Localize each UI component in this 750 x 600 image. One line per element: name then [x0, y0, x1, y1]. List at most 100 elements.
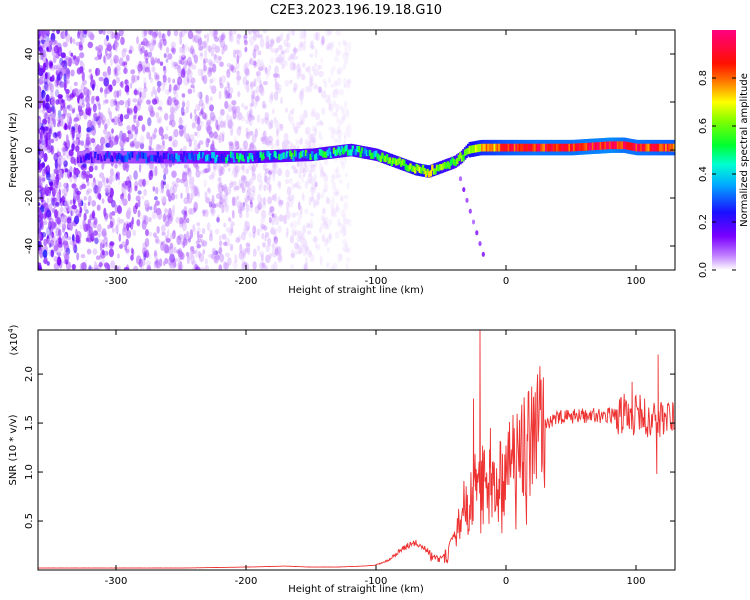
noise-speckle [154, 251, 158, 260]
noise-speckle [345, 57, 349, 65]
noise-speckle [270, 264, 275, 270]
noise-speckle [301, 192, 305, 201]
ridge-cell [604, 141, 607, 150]
noise-speckle [197, 68, 203, 77]
noise-speckle [244, 247, 248, 253]
noise-speckle [76, 190, 82, 195]
noise-speckle [161, 231, 166, 236]
noise-speckle [336, 49, 342, 56]
noise-speckle [331, 181, 337, 191]
noise-speckle [221, 48, 225, 55]
noise-speckle [270, 41, 274, 48]
noise-speckle [332, 89, 335, 99]
noise-speckle [344, 42, 348, 53]
noise-speckle [116, 216, 121, 226]
noise-speckle [115, 65, 121, 72]
noise-speckle [260, 58, 264, 68]
noise-speckle [227, 257, 232, 266]
noise-speckle [114, 58, 120, 66]
noise-speckle [87, 41, 94, 49]
noise-speckle [204, 49, 208, 58]
noise-speckle [58, 71, 63, 80]
noise-speckle [67, 222, 72, 229]
noise-speckle [232, 109, 237, 120]
ridge-cell [195, 155, 198, 162]
noise-speckle [199, 52, 204, 57]
noise-speckle [335, 111, 338, 118]
noise-speckle [334, 130, 338, 136]
noise-speckle [213, 30, 218, 39]
ridge-cell [392, 157, 395, 164]
noise-speckle [39, 186, 44, 192]
noise-speckle [65, 67, 71, 78]
noise-speckle [259, 62, 265, 68]
ridge-cell [506, 143, 509, 152]
ridge-cell [220, 153, 223, 160]
noise-speckle [111, 118, 115, 123]
noise-speckle [243, 34, 248, 43]
noise-speckle [65, 134, 69, 144]
ridge-cell [331, 150, 334, 157]
noise-speckle [152, 186, 156, 192]
noise-speckle [150, 77, 153, 84]
noise-speckle [313, 162, 318, 168]
ridge-cell [442, 163, 445, 170]
noise-speckle [99, 242, 103, 252]
noise-speckle [270, 56, 274, 65]
noise-speckle [266, 182, 271, 191]
noise-speckle [58, 64, 62, 73]
ridge-cell [141, 151, 144, 159]
noise-speckle [249, 57, 253, 63]
trail-speckle [478, 241, 482, 247]
ridge-cell [239, 153, 242, 160]
noise-speckle [278, 251, 282, 261]
ridge-cell [223, 152, 226, 159]
noise-speckle [186, 100, 190, 109]
noise-speckle [195, 240, 200, 245]
ridge-cell [669, 143, 673, 152]
noise-speckle [185, 59, 189, 66]
noise-speckle [249, 83, 254, 90]
y-tick-label: 20 [24, 96, 35, 109]
noise-speckle [281, 56, 284, 66]
noise-speckle [98, 193, 102, 201]
noise-speckle [189, 134, 195, 142]
noise-speckle [62, 240, 69, 246]
noise-speckle [234, 164, 241, 173]
noise-speckle [263, 265, 268, 270]
noise-speckle [244, 197, 248, 207]
noise-speckle [110, 30, 114, 40]
trail-speckle [465, 197, 469, 203]
noise-speckle [218, 201, 222, 209]
noise-speckle [50, 249, 55, 258]
noise-speckle [274, 49, 278, 56]
noise-speckle [103, 262, 110, 268]
noise-speckle [143, 30, 148, 37]
noise-speckle [75, 113, 82, 121]
noise-speckle [212, 63, 217, 73]
noise-speckle [88, 264, 92, 270]
noise-speckle [275, 138, 280, 147]
noise-speckle [66, 182, 69, 192]
noise-speckle [55, 99, 60, 105]
noise-speckle [313, 62, 318, 68]
trail-speckle [471, 219, 476, 225]
noise-speckle [46, 261, 50, 266]
noise-speckle [193, 139, 198, 150]
noise-speckle [88, 165, 94, 173]
noise-speckle [136, 75, 140, 81]
noise-speckle [122, 198, 128, 206]
noise-speckle [259, 80, 262, 89]
noise-speckle [138, 60, 143, 69]
noise-speckle [125, 54, 130, 62]
noise-speckle [133, 115, 137, 124]
noise-speckle [254, 128, 259, 137]
ridge-cell [262, 152, 265, 159]
noise-speckle [328, 30, 333, 36]
noise-speckle [268, 140, 273, 146]
noise-speckle [322, 78, 327, 84]
noise-speckle [215, 119, 219, 130]
noise-speckle [159, 38, 163, 48]
noise-speckle [48, 220, 52, 230]
noise-speckle [121, 61, 126, 67]
